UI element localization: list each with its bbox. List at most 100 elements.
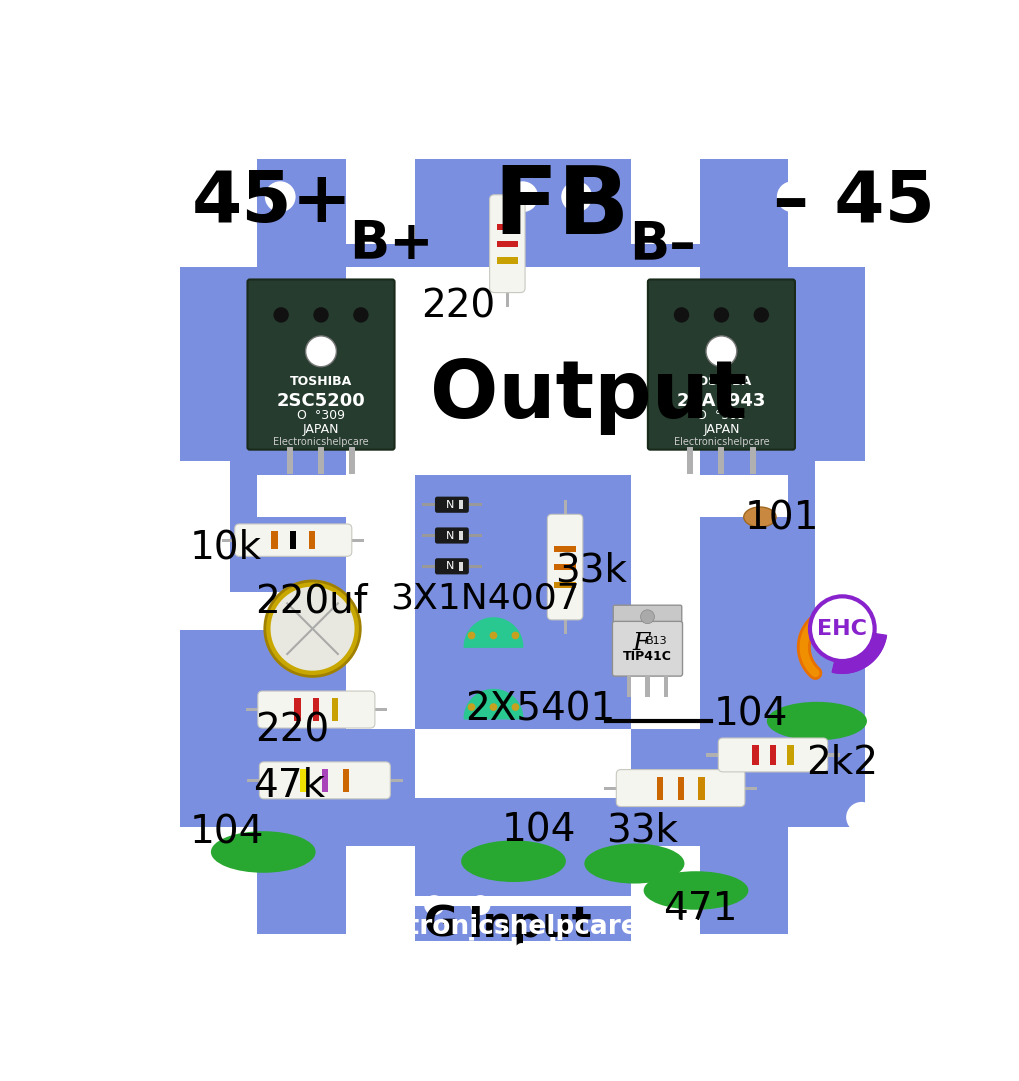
FancyBboxPatch shape <box>248 280 394 450</box>
Polygon shape <box>835 660 837 672</box>
Bar <box>769 745 775 765</box>
Bar <box>822 753 840 757</box>
Text: – 45: – 45 <box>772 169 934 237</box>
Bar <box>553 583 576 588</box>
Polygon shape <box>846 660 849 672</box>
Polygon shape <box>851 659 855 671</box>
Bar <box>459 562 463 571</box>
Bar <box>301 769 307 792</box>
Bar <box>345 267 415 729</box>
Bar <box>415 906 630 940</box>
Text: 3X1N4007: 3X1N4007 <box>390 582 580 616</box>
Bar <box>630 845 699 934</box>
Circle shape <box>560 182 591 212</box>
Polygon shape <box>850 659 854 671</box>
Bar <box>345 159 415 243</box>
Bar <box>505 288 508 307</box>
Polygon shape <box>872 636 884 640</box>
Polygon shape <box>844 660 846 673</box>
Text: JAPAN: JAPAN <box>303 423 339 436</box>
Polygon shape <box>872 638 884 642</box>
Bar <box>271 531 277 549</box>
Circle shape <box>265 182 296 212</box>
Bar <box>180 827 257 934</box>
Polygon shape <box>865 650 875 658</box>
Bar <box>313 698 319 721</box>
Polygon shape <box>853 658 859 670</box>
Polygon shape <box>870 642 881 649</box>
Bar <box>345 845 415 934</box>
Polygon shape <box>860 655 867 666</box>
Polygon shape <box>862 653 871 663</box>
Text: 2k2: 2k2 <box>805 744 877 783</box>
Bar <box>385 778 403 782</box>
Bar <box>466 534 481 537</box>
Polygon shape <box>832 660 835 672</box>
Polygon shape <box>842 660 844 673</box>
Bar <box>222 538 239 542</box>
Polygon shape <box>870 642 882 648</box>
Bar <box>348 448 355 475</box>
FancyBboxPatch shape <box>611 622 682 676</box>
Bar <box>257 475 345 517</box>
Text: 33k: 33k <box>554 551 627 589</box>
Bar <box>370 708 387 711</box>
Circle shape <box>846 802 876 832</box>
Bar <box>247 778 264 782</box>
Circle shape <box>506 182 538 212</box>
Polygon shape <box>861 654 870 664</box>
Text: EHC: EHC <box>816 618 866 639</box>
Bar <box>466 564 481 568</box>
Bar <box>318 448 324 475</box>
Polygon shape <box>843 660 845 673</box>
Bar <box>321 769 328 792</box>
Bar <box>740 787 756 789</box>
Polygon shape <box>863 652 872 662</box>
Circle shape <box>649 182 680 212</box>
Text: Electronicshelpcare.net: Electronicshelpcare.net <box>337 936 707 964</box>
Polygon shape <box>858 656 865 667</box>
Bar <box>645 676 649 697</box>
Polygon shape <box>846 660 848 673</box>
Polygon shape <box>840 660 841 673</box>
Bar <box>294 698 301 721</box>
Polygon shape <box>872 638 884 642</box>
Bar <box>180 159 864 934</box>
Text: 220: 220 <box>421 288 495 325</box>
Bar <box>677 776 683 800</box>
Polygon shape <box>834 660 837 672</box>
Bar <box>630 267 699 729</box>
Circle shape <box>273 307 288 322</box>
Bar <box>717 448 723 475</box>
Text: 2SA1943: 2SA1943 <box>676 392 765 410</box>
Circle shape <box>753 307 768 322</box>
Circle shape <box>674 307 689 322</box>
Bar <box>332 698 338 721</box>
Bar <box>603 787 621 789</box>
Polygon shape <box>863 652 872 662</box>
Text: 47k: 47k <box>253 768 325 805</box>
Text: N: N <box>445 561 453 572</box>
Polygon shape <box>862 653 870 663</box>
Bar <box>246 708 262 711</box>
FancyBboxPatch shape <box>612 605 681 628</box>
Polygon shape <box>847 660 850 672</box>
FancyBboxPatch shape <box>434 496 469 512</box>
Text: 101: 101 <box>744 499 818 537</box>
Bar <box>415 267 630 475</box>
Text: 471: 471 <box>662 891 737 929</box>
Text: 104: 104 <box>501 811 576 850</box>
Text: F: F <box>632 631 649 655</box>
Polygon shape <box>873 633 886 637</box>
Bar <box>656 776 662 800</box>
Text: 220uf: 220uf <box>256 583 368 620</box>
Polygon shape <box>871 641 882 646</box>
Polygon shape <box>866 650 875 658</box>
Polygon shape <box>871 641 882 646</box>
Polygon shape <box>868 646 878 654</box>
Circle shape <box>424 895 444 916</box>
Bar <box>459 531 463 539</box>
Text: TIP41C: TIP41C <box>623 650 672 663</box>
Polygon shape <box>861 654 869 665</box>
Polygon shape <box>836 660 838 673</box>
